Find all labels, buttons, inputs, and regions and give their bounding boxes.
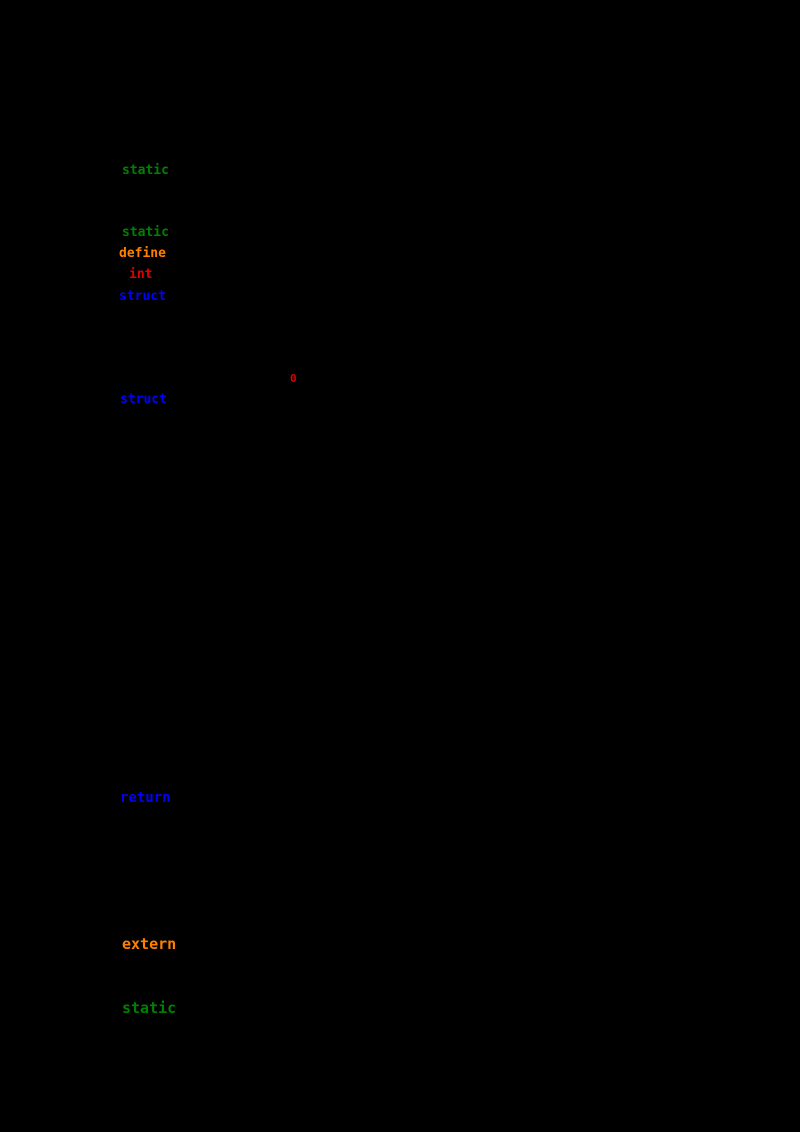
code-token: static — [122, 163, 169, 178]
code-token: extern — [122, 935, 177, 953]
code-token: int — [129, 267, 153, 282]
code-token: struct — [119, 289, 166, 304]
code-token: struct — [120, 392, 167, 407]
code-token: return — [120, 790, 171, 806]
code-token: static — [122, 225, 169, 240]
code-token: define — [119, 246, 166, 261]
code-token: static — [122, 999, 177, 1017]
code-token: 0 — [290, 372, 297, 385]
